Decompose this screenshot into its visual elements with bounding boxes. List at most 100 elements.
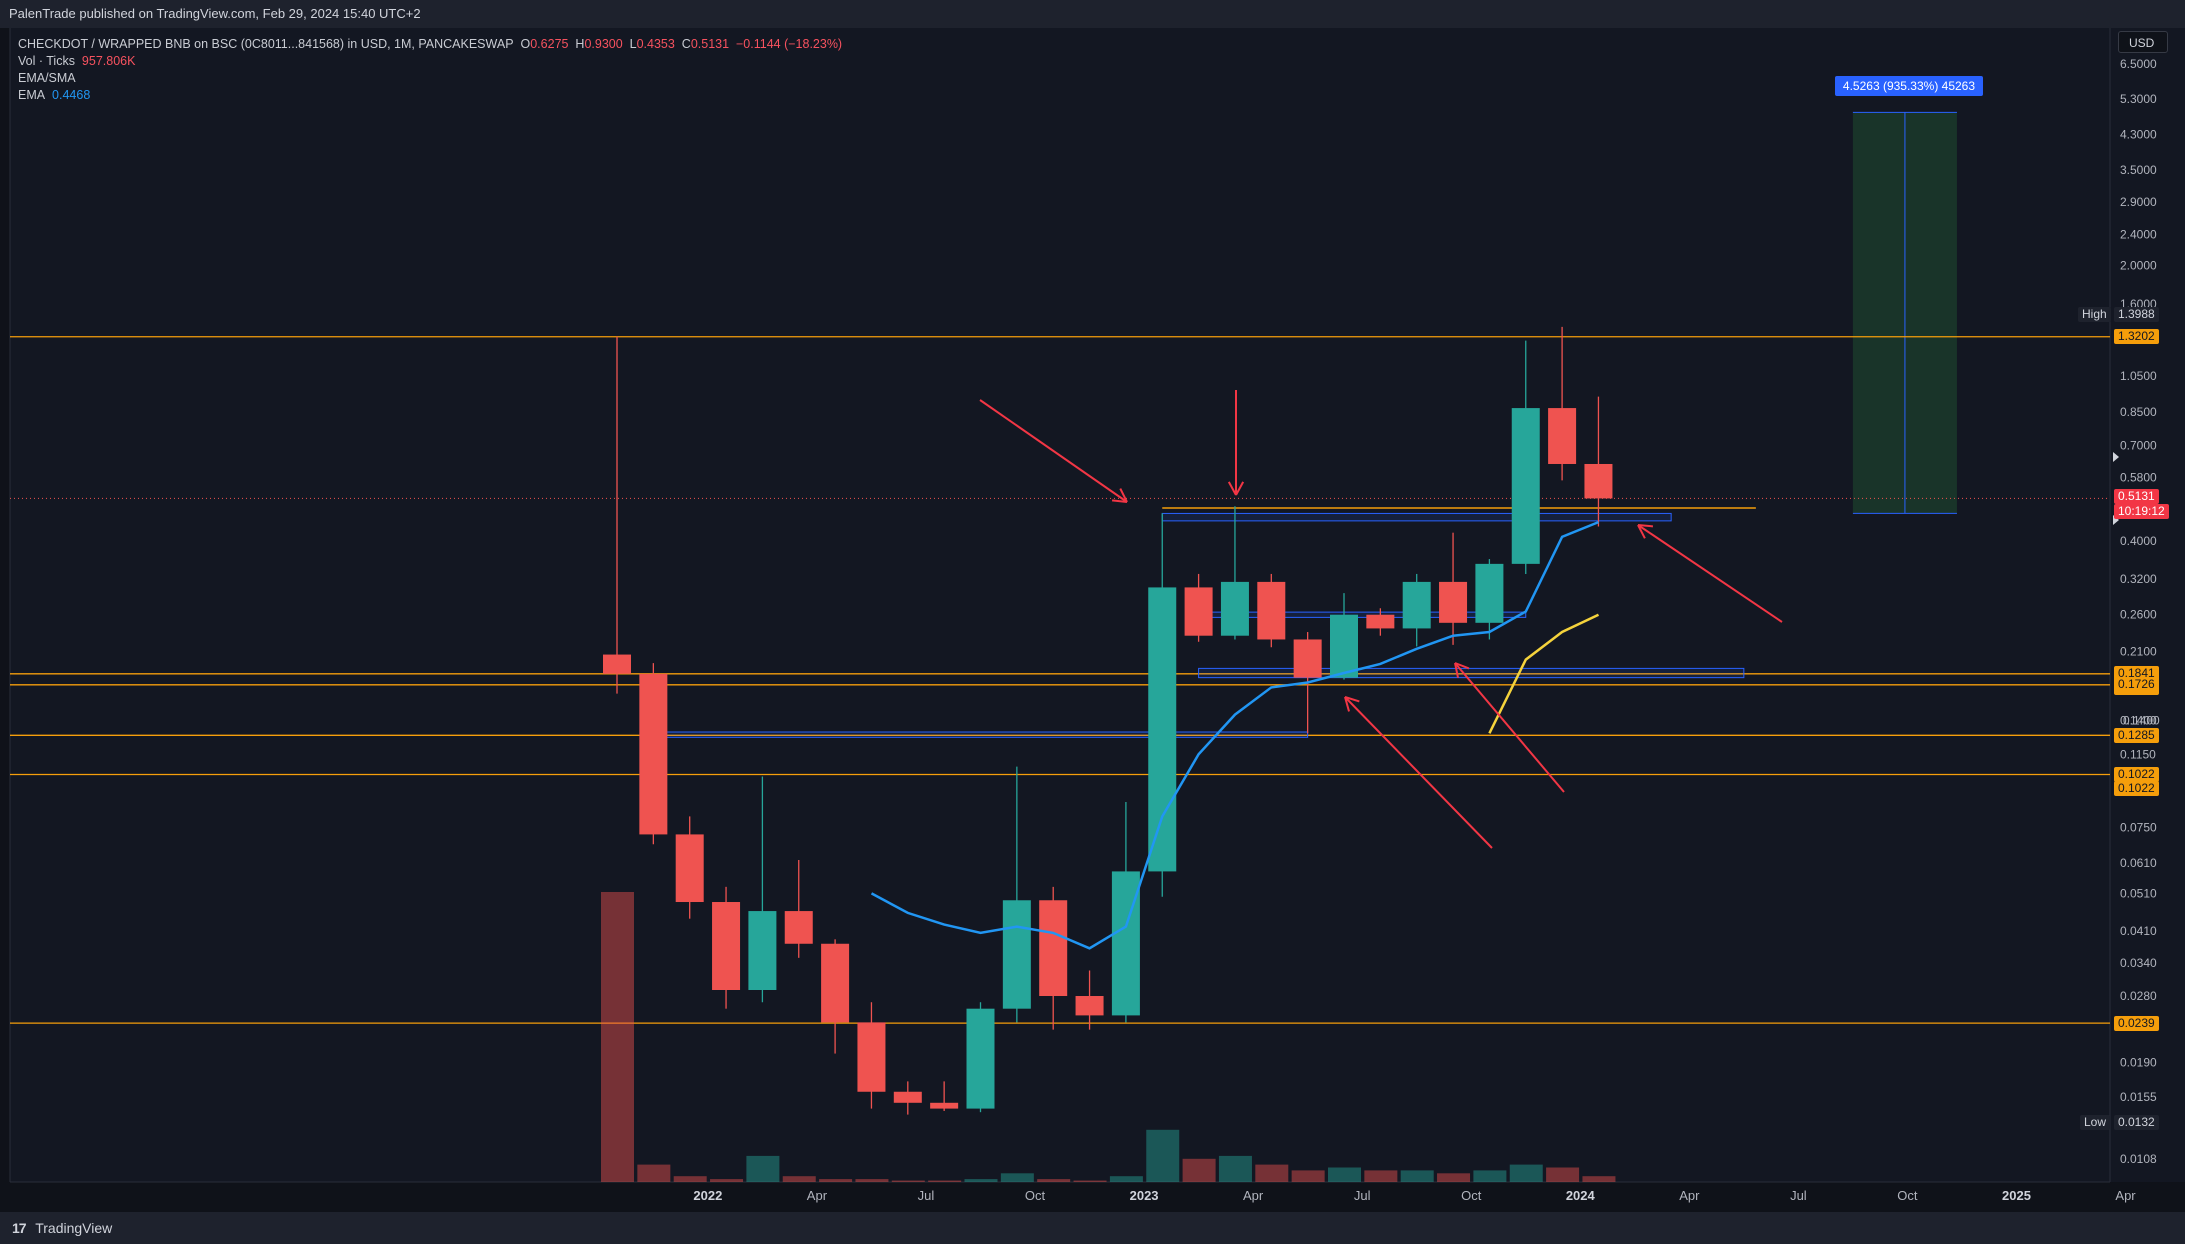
- y-tick-label: 1.0500: [2120, 369, 2157, 383]
- high-label: High: [2078, 307, 2111, 323]
- annotation-arrow-head: [1111, 499, 1128, 503]
- annotation-arrow: [1344, 696, 1493, 849]
- y-tick-label: 0.0510: [2120, 886, 2157, 900]
- legend-l-label: L: [629, 37, 637, 51]
- last-price-tag: 0.5131: [2114, 488, 2159, 504]
- volume-bar: [1291, 1170, 1325, 1182]
- x-tick-label: Jul: [1354, 1188, 1371, 1203]
- legend-high: 0.9300: [584, 37, 623, 51]
- price-axis-marker: [2113, 452, 2119, 462]
- volume-bar: [1364, 1170, 1398, 1182]
- annotation-arrow: [1454, 662, 1565, 793]
- candle-body: [1511, 408, 1540, 564]
- plot-area: [10, 28, 2110, 1182]
- candle-body: [1220, 581, 1249, 636]
- x-tick-label: Apr: [807, 1188, 828, 1203]
- support-zone: [1161, 512, 1672, 522]
- candle-body: [748, 911, 777, 991]
- x-tick-label: 2023: [1130, 1188, 1159, 1203]
- candle-body: [1475, 563, 1504, 623]
- legend-h-label: H: [575, 37, 585, 51]
- legend-volume-label: Vol · Ticks: [18, 54, 75, 68]
- level-price-tag: 0.0239: [2114, 1015, 2159, 1031]
- legend-change: −0.1144 (−18.23%): [736, 37, 843, 51]
- x-tick-label: Jul: [918, 1188, 935, 1203]
- annotation-arrow-head: [1344, 696, 1360, 703]
- candle-body: [1584, 463, 1613, 499]
- footer-brand[interactable]: TradingView: [35, 1220, 113, 1236]
- candle-body: [1366, 614, 1395, 629]
- low-label: Low: [2080, 1115, 2111, 1131]
- legend-ema-label: EMA: [18, 88, 46, 102]
- candle-body: [712, 902, 741, 991]
- y-tick-label: 0.1150: [2120, 747, 2156, 761]
- candle-body: [1148, 587, 1177, 872]
- x-tick-label: 2025: [2002, 1188, 2031, 1203]
- volume-bar: [964, 1179, 998, 1182]
- y-tick-label: 0.2600: [2120, 608, 2157, 622]
- volume-bar: [1146, 1129, 1180, 1182]
- volume-bar: [1000, 1173, 1034, 1182]
- projection-label[interactable]: 4.5263 (935.33%) 45263: [1834, 76, 1984, 96]
- candle-body: [821, 943, 850, 1023]
- x-tick-label: Oct: [1025, 1188, 1046, 1203]
- x-tick-label: Apr: [2115, 1188, 2136, 1203]
- x-tick-label: Jul: [1790, 1188, 1807, 1203]
- candle-body: [1439, 581, 1468, 623]
- candle-body: [639, 673, 668, 835]
- annotation-arrow-head: [1119, 488, 1128, 503]
- level-price-tag: 0.1022: [2114, 780, 2159, 796]
- annotation-arrow-head: [1235, 481, 1245, 496]
- candle-body: [1075, 996, 1104, 1016]
- y-tick-label: 0.0155: [2120, 1090, 2157, 1104]
- y-tick-label: 0.0410: [2120, 924, 2157, 938]
- legend-open: 0.6275: [530, 37, 569, 51]
- y-tick-label: 0.0610: [2120, 856, 2157, 870]
- volume-bar: [1328, 1167, 1361, 1182]
- x-tick-label: Apr: [1679, 1188, 1700, 1203]
- level-price-tag: 0.1285: [2114, 727, 2159, 743]
- legend-ema-row[interactable]: EMA 0.4468: [18, 87, 842, 104]
- currency-button[interactable]: USD: [2118, 31, 2168, 53]
- candle-body: [784, 911, 813, 944]
- volume-bar: [1509, 1164, 1543, 1182]
- volume-bar: [673, 1176, 707, 1182]
- y-tick-label: 0.2100: [2120, 644, 2157, 658]
- legend-ema-value: 0.4468: [52, 88, 91, 102]
- legend-close: 0.5131: [690, 37, 730, 51]
- annotation-arrow-head: [1454, 662, 1459, 678]
- candle-body: [1257, 581, 1286, 640]
- y-tick-label: 2.9000: [2120, 195, 2157, 209]
- legend-symbol: CHECKDOT / WRAPPED BNB on BSC (0C8011...…: [18, 37, 514, 51]
- volume-bar: [1218, 1155, 1252, 1182]
- volume-bar: [1037, 1179, 1071, 1182]
- legend-symbol-row[interactable]: CHECKDOT / WRAPPED BNB on BSC (0C8011...…: [18, 36, 842, 53]
- candle-body: [930, 1102, 959, 1109]
- candle-body: [1184, 587, 1213, 636]
- level-price-tag: 0.1726: [2114, 677, 2159, 693]
- y-tick-label: 0.8500: [2120, 405, 2157, 419]
- volume-bar: [601, 892, 634, 1182]
- legend-volume-row[interactable]: Vol · Ticks 957.806K: [18, 53, 842, 70]
- y-tick-label: 0.0280: [2120, 989, 2157, 1003]
- y-tick-label: 6.5000: [2120, 57, 2157, 71]
- volume-bar: [1073, 1180, 1107, 1182]
- volume-bar: [710, 1179, 744, 1182]
- y-tick-label: 0.0750: [2120, 820, 2157, 834]
- candle-body: [1293, 639, 1322, 678]
- candle-body: [1002, 900, 1031, 1009]
- legend-ema-sma-row[interactable]: EMA/SMA: [18, 70, 842, 87]
- ema-line: [870, 520, 1599, 950]
- candle-body: [893, 1091, 922, 1103]
- tradingview-logo-icon[interactable]: 17: [12, 1220, 27, 1236]
- y-tick-label: 0.0190: [2120, 1055, 2157, 1069]
- sma-line: [1488, 613, 1600, 734]
- volume-bar: [1582, 1176, 1616, 1182]
- annotation-arrow-head: [1637, 524, 1646, 539]
- annotation-arrow: [1637, 524, 1783, 623]
- legend-ema-sma-label: EMA/SMA: [18, 71, 76, 85]
- y-tick-label: 0.0108: [2120, 1152, 2157, 1166]
- volume-bar: [782, 1176, 816, 1182]
- support-zone: [1198, 667, 1745, 679]
